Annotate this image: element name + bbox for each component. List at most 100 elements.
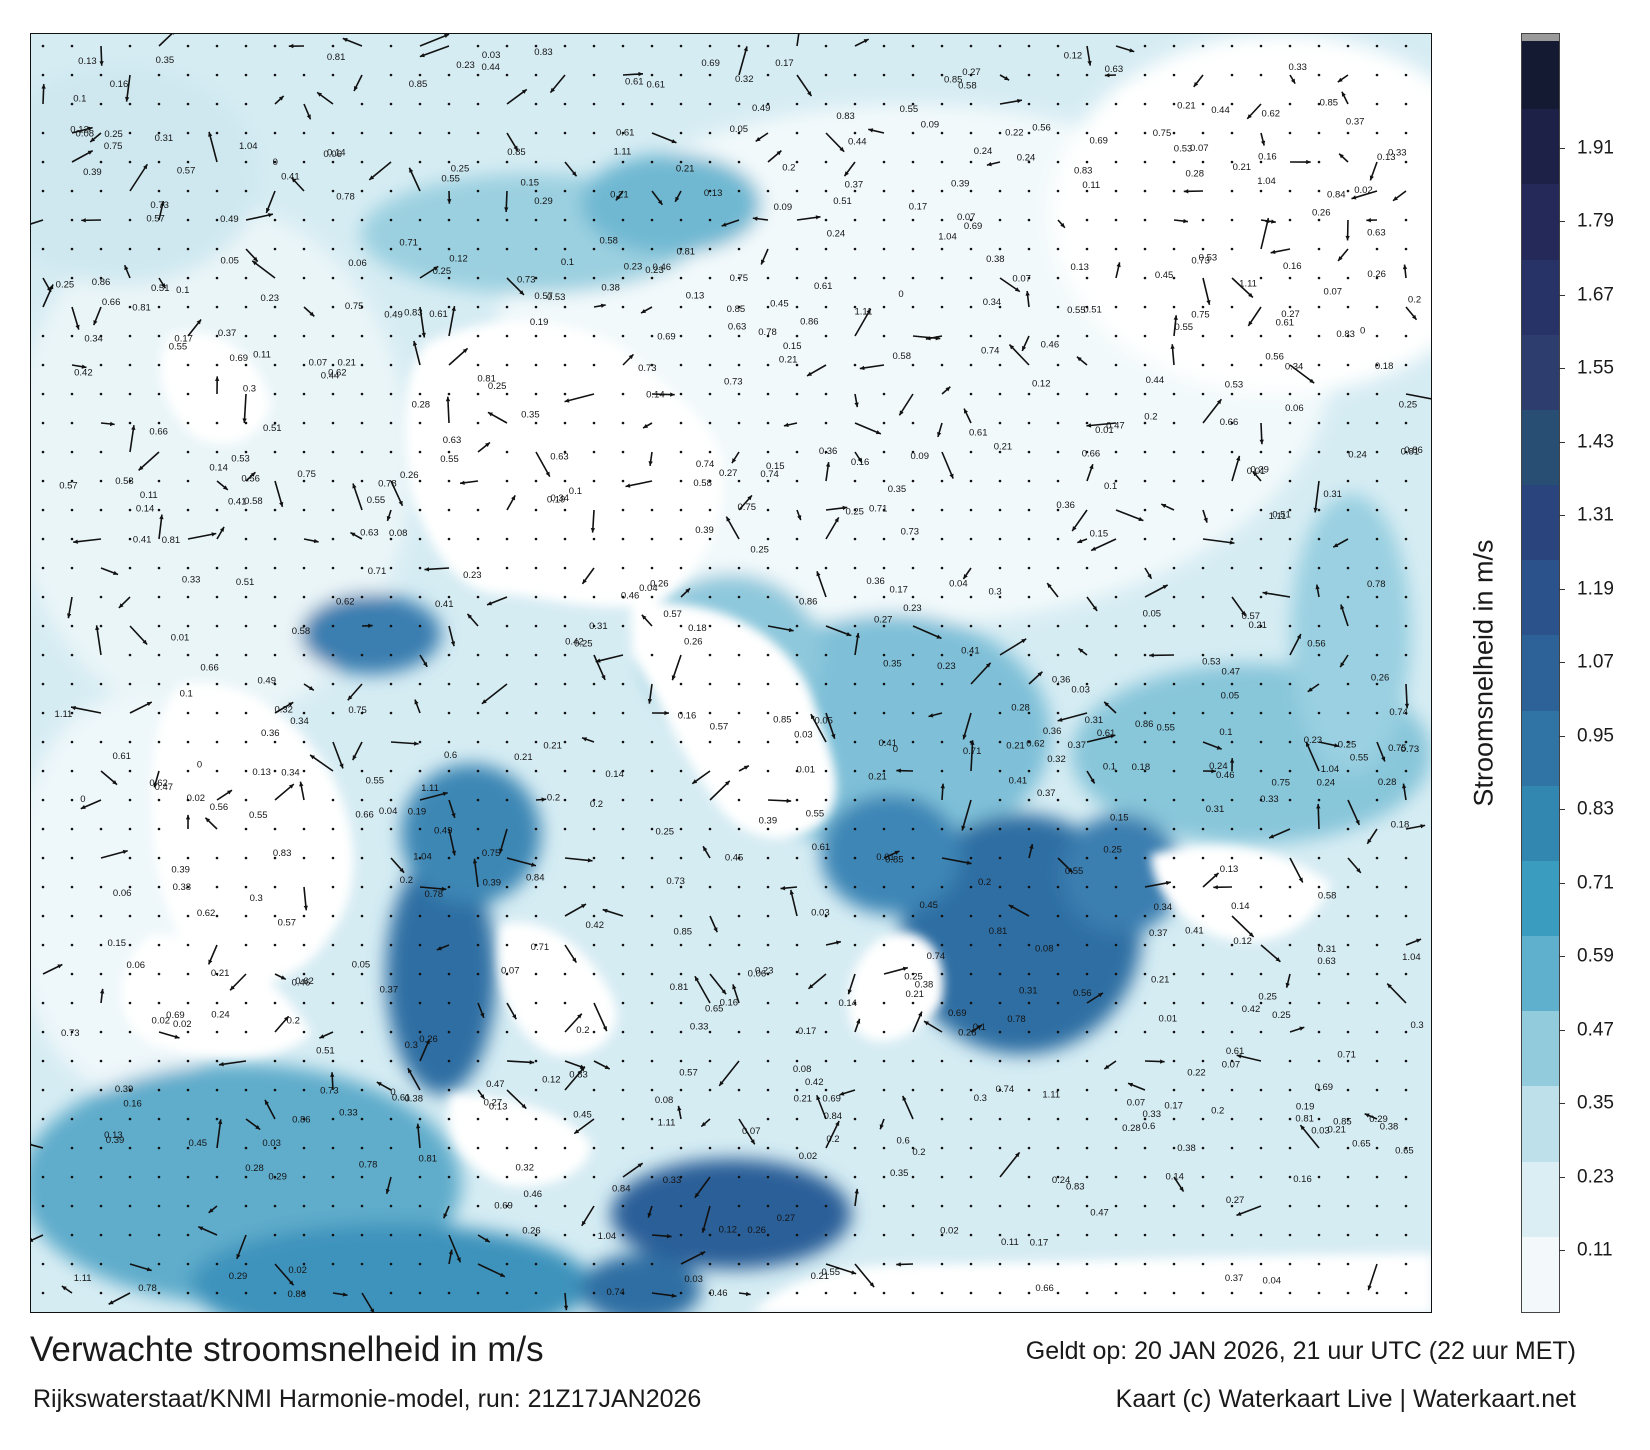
grid-dot: [708, 1088, 712, 1092]
grid-dot: [302, 740, 306, 744]
grid-dot: [1056, 885, 1060, 889]
grid-dot: [331, 392, 335, 396]
grid-dot: [447, 769, 451, 773]
grid-dot: [302, 595, 306, 599]
grid-dot: [563, 624, 567, 628]
speed-value-label: 0.13: [1377, 152, 1396, 163]
grid-dot: [70, 218, 74, 222]
speed-value-label: 0.27: [1226, 1195, 1245, 1206]
speed-value-label: 0.42: [565, 636, 584, 647]
grid-dot: [679, 1030, 683, 1034]
speed-value-label: 0.71: [399, 238, 418, 249]
colorbar-tick-label: 0.95: [1577, 725, 1614, 746]
current-arrow-head: [521, 1103, 527, 1109]
grid-dot: [737, 276, 741, 280]
grid-dot: [882, 392, 886, 396]
grid-dot: [534, 595, 538, 599]
grid-dot: [998, 450, 1002, 454]
grid-dot: [592, 943, 596, 947]
grid-dot: [418, 131, 422, 135]
grid-dot: [1259, 334, 1263, 338]
current-arrow-head: [902, 966, 908, 971]
grid-dot: [969, 450, 973, 454]
current-arrow-head: [825, 462, 831, 467]
grid-dot: [940, 1059, 944, 1063]
current-arrow: [477, 1263, 506, 1278]
current-arrow-head: [442, 791, 448, 796]
grid-dot: [534, 44, 538, 48]
current-arrow-head: [846, 632, 852, 637]
grid-dot: [679, 711, 683, 715]
grid-dot: [476, 1204, 480, 1208]
grid-dot: [389, 44, 393, 48]
grid-dot: [592, 595, 596, 599]
grid-dot: [99, 1088, 103, 1092]
grid-dot: [505, 1204, 509, 1208]
grid-dot: [1027, 740, 1031, 744]
speed-value-label: 0.71: [368, 566, 387, 577]
grid-dot: [215, 363, 219, 367]
current-arrow-head: [109, 421, 115, 427]
current-arrow-head: [1285, 982, 1290, 988]
grid-dot: [998, 827, 1002, 831]
grid-dot: [302, 624, 306, 628]
grid-dot: [215, 740, 219, 744]
grid-dot: [998, 1146, 1002, 1150]
grid-dot: [331, 160, 335, 164]
grid-dot: [1114, 653, 1118, 657]
grid-dot: [882, 1001, 886, 1005]
grid-dot: [215, 1001, 219, 1005]
grid-dot: [882, 682, 886, 686]
grid-dot: [128, 914, 132, 918]
grid-dot: [215, 1117, 219, 1121]
grid-dot: [302, 856, 306, 860]
grid-dot: [1375, 856, 1379, 860]
grid-dot: [99, 508, 103, 512]
grid-dot: [1172, 798, 1176, 802]
grid-dot: [534, 1059, 538, 1063]
colorbar-band: [1522, 635, 1559, 711]
grid-dot: [795, 160, 799, 164]
current-arrow-head: [1248, 292, 1253, 298]
grid-dot: [795, 1262, 799, 1266]
grid-dot: [1201, 305, 1205, 309]
speed-value-label: 0.25: [433, 266, 452, 277]
grid-dot: [1230, 1175, 1234, 1179]
grid-dot: [534, 711, 538, 715]
grid-dot: [389, 624, 393, 628]
grid-dot: [824, 73, 828, 77]
current-arrow: [70, 706, 102, 714]
speed-value-label: 0.28: [245, 1163, 264, 1174]
speed-value-label: 0.18: [1391, 820, 1410, 831]
grid-dot: [244, 1146, 248, 1150]
grid-dot: [476, 421, 480, 425]
current-arrow-head: [487, 601, 493, 606]
grid-dot: [882, 1030, 886, 1034]
current-arrow: [218, 1060, 247, 1066]
current-arrow-head: [511, 495, 516, 501]
grid-dot: [186, 102, 190, 106]
grid-dot: [1201, 1291, 1205, 1295]
current-arrow-head: [1338, 256, 1343, 261]
grid-dot: [940, 479, 944, 483]
speed-value-labels: 0.810.330.030.860.631.040.070.070.140.53…: [55, 47, 1424, 1300]
grid-dot: [563, 392, 567, 396]
grid-dot: [1143, 73, 1147, 77]
grid-dot: [1114, 1175, 1118, 1179]
grid-dot: [302, 1233, 306, 1237]
grid-dot: [882, 479, 886, 483]
current-arrow-head: [1149, 653, 1154, 658]
grid-dot: [1230, 798, 1234, 802]
grid-dot: [273, 450, 277, 454]
current-arrow-head: [1334, 743, 1339, 748]
current-arrow-head: [604, 1065, 610, 1069]
grid-dot: [244, 885, 248, 889]
grid-dot: [1172, 421, 1176, 425]
grid-dot: [998, 218, 1002, 222]
grid-dot: [708, 73, 712, 77]
speed-value-label: 0.13: [489, 1102, 508, 1113]
speed-value-label: 0.27: [1281, 309, 1300, 320]
grid-dot: [360, 798, 364, 802]
current-arrow: [694, 975, 711, 1004]
current-arrow-head: [242, 418, 247, 423]
